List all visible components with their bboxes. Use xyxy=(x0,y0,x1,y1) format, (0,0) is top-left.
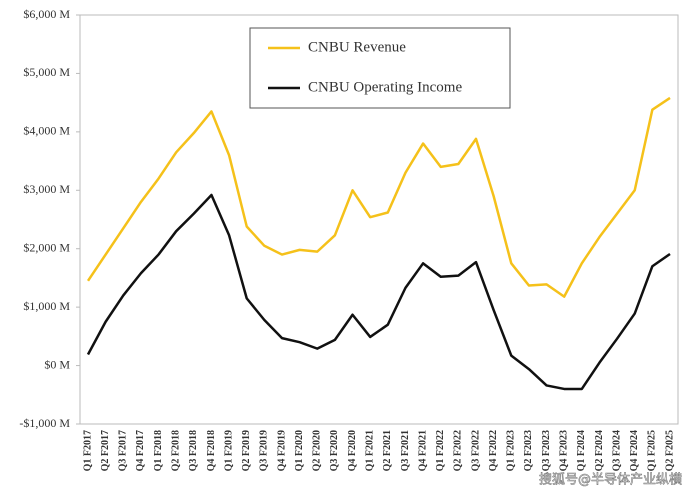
x-tick-label: Q2 F2021 xyxy=(382,430,393,471)
legend-box xyxy=(249,27,511,109)
x-tick-label: Q1 F2024 xyxy=(576,430,587,471)
x-tick-label: Q4 F2024 xyxy=(629,430,640,471)
x-tick-label: Q1 F2019 xyxy=(223,430,234,471)
x-tick-label: Q1 F2017 xyxy=(82,430,93,471)
x-tick-label: Q4 F2022 xyxy=(488,430,499,471)
y-tick-label: -$1,000 M xyxy=(19,416,70,430)
watermark: 搜狐号@半导体产业纵横 xyxy=(539,473,682,488)
x-tick-label: Q4 F2021 xyxy=(417,430,428,471)
series-line xyxy=(86,96,671,298)
x-tick-label: Q3 F2023 xyxy=(541,430,552,471)
x-tick-label: Q1 F2021 xyxy=(364,430,375,471)
x-tick-label: Q4 F2019 xyxy=(276,430,287,471)
x-tick-label: Q2 F2017 xyxy=(100,430,111,471)
x-tick-label: Q3 F2017 xyxy=(118,430,129,471)
legend-label: CNBU Operating Income xyxy=(308,79,462,95)
x-tick-label: Q2 F2023 xyxy=(523,430,534,471)
x-tick-label: Q4 F2023 xyxy=(558,430,569,471)
y-tick-label: $3,000 M xyxy=(23,182,70,196)
y-tick-label: $5,000 M xyxy=(23,65,70,79)
x-tick-label: Q2 F2020 xyxy=(312,430,323,471)
x-tick-label: Q3 F2024 xyxy=(611,430,622,471)
x-tick-label: Q4 F2018 xyxy=(206,430,217,471)
x-tick-label: Q2 F2022 xyxy=(453,430,464,471)
plot-frame xyxy=(79,14,679,425)
x-tick-label: Q2 F2019 xyxy=(241,430,252,471)
x-tick-label: Q1 F2025 xyxy=(647,430,658,471)
x-tick-label: Q2 F2018 xyxy=(170,430,181,471)
x-tick-label: Q4 F2020 xyxy=(347,430,358,471)
x-tick-label: Q1 F2023 xyxy=(506,430,517,471)
x-tick-label: Q3 F2019 xyxy=(259,430,270,471)
y-tick-label: $4,000 M xyxy=(23,124,70,138)
x-tick-label: Q3 F2022 xyxy=(470,430,481,471)
x-tick-label: Q2 F2025 xyxy=(664,430,675,471)
x-tick-label: Q1 F2018 xyxy=(153,430,164,471)
series-line xyxy=(86,193,671,391)
x-tick-label: Q4 F2017 xyxy=(135,430,146,471)
y-tick-label: $1,000 M xyxy=(23,299,70,313)
x-tick-label: Q3 F2020 xyxy=(329,430,340,471)
y-tick-label: $2,000 M xyxy=(23,240,70,254)
x-tick-label: Q3 F2018 xyxy=(188,430,199,471)
x-tick-label: Q1 F2020 xyxy=(294,430,305,471)
legend-label: CNBU Revenue xyxy=(308,39,406,55)
x-tick-label: Q1 F2022 xyxy=(435,430,446,471)
x-tick-label: Q2 F2024 xyxy=(594,430,605,471)
y-tick-label: $6,000 M xyxy=(23,7,70,21)
x-tick-label: Q3 F2021 xyxy=(400,430,411,471)
y-tick-label: $0 M xyxy=(44,357,70,371)
